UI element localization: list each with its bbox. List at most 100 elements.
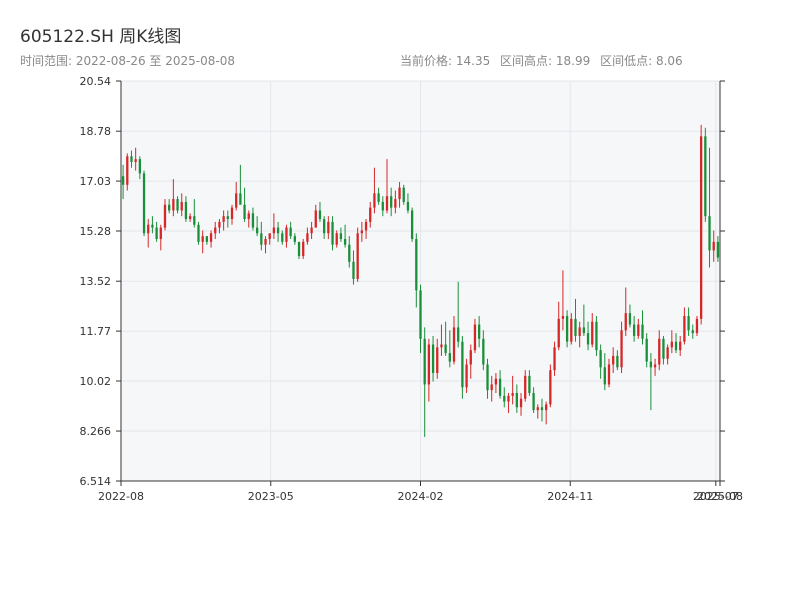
candle: [218, 219, 221, 234]
candle-body: [193, 216, 196, 225]
candle: [545, 401, 548, 425]
candle: [666, 344, 669, 365]
candle-body: [607, 364, 611, 385]
candle: [695, 315, 699, 336]
candle-body: [662, 338, 665, 359]
candle-body: [716, 241, 720, 258]
candle: [360, 221, 364, 242]
candle-body: [230, 207, 234, 220]
candle: [335, 230, 338, 248]
candle-body: [331, 221, 334, 245]
candle: [251, 207, 255, 231]
candle-body: [637, 324, 640, 336]
candle: [369, 201, 372, 228]
y-tick-label: 17.03: [80, 175, 112, 188]
candle-body: [528, 375, 531, 393]
x-tick-label: 2024-02: [398, 490, 444, 503]
candle: [205, 236, 209, 245]
candle: [293, 233, 296, 245]
candle-body: [276, 227, 280, 234]
candle: [352, 250, 355, 285]
candle-body: [712, 241, 715, 251]
candle-body: [477, 324, 481, 339]
candle-body: [415, 238, 418, 291]
candle: [465, 358, 468, 393]
grid: [120, 80, 721, 482]
candle-body: [649, 361, 653, 368]
candle-body: [515, 392, 518, 408]
candle-body: [578, 327, 581, 336]
candle-body: [490, 384, 493, 391]
candle-body: [691, 330, 694, 334]
candle-body: [536, 407, 539, 411]
y-tick-label: 20.54: [80, 75, 112, 88]
candle: [364, 219, 368, 239]
y-tick-label: 8.266: [80, 425, 112, 438]
candle: [297, 241, 301, 259]
candle: [620, 321, 623, 374]
candle-body: [632, 324, 636, 336]
candle-body: [176, 199, 179, 211]
candle: [272, 213, 276, 239]
candle: [381, 196, 384, 217]
candle: [704, 127, 707, 222]
candle: [637, 318, 640, 339]
candle-body: [486, 364, 489, 391]
range-low: 区间低点: 8.06: [600, 54, 683, 68]
candle-body: [343, 238, 347, 245]
candle: [599, 344, 602, 379]
candle: [687, 307, 690, 336]
candle-body: [209, 233, 213, 242]
candle: [247, 210, 250, 228]
candle: [553, 341, 556, 376]
current-price: 当前价格: 14.35: [400, 54, 491, 68]
candle-body: [323, 219, 326, 234]
candle-body: [540, 407, 544, 411]
candle: [214, 221, 217, 239]
candle: [616, 350, 619, 371]
candle: [373, 167, 376, 214]
candle-body: [586, 333, 590, 345]
candle: [570, 313, 573, 345]
candle: [658, 330, 661, 371]
candle-body: [582, 327, 586, 334]
candle: [201, 230, 204, 254]
candle: [670, 330, 673, 354]
y-tick-label: 10.02: [80, 375, 112, 388]
candle-body: [431, 344, 435, 374]
candle: [708, 147, 711, 268]
candle-body: [603, 367, 606, 385]
candle-body: [293, 236, 296, 242]
candle-body: [184, 201, 188, 220]
candle-body: [180, 201, 183, 211]
candle-body: [348, 244, 351, 262]
candle-body: [599, 350, 602, 368]
candle-body: [172, 199, 175, 211]
candle-body: [205, 236, 209, 242]
candle-body: [260, 233, 263, 245]
candle: [130, 150, 133, 168]
candle: [193, 199, 196, 228]
candle-body: [201, 236, 204, 242]
candle-body: [591, 321, 594, 345]
candle: [142, 170, 146, 237]
candle-body: [448, 353, 451, 362]
candle: [390, 187, 393, 217]
candle: [578, 321, 581, 348]
candle-body: [461, 341, 464, 388]
candle: [255, 216, 259, 237]
candle-body: [302, 241, 305, 257]
candle: [243, 187, 246, 222]
candle: [180, 193, 183, 217]
candle-body: [549, 370, 552, 405]
candle-body: [628, 313, 632, 325]
candle: [586, 321, 590, 351]
candle: [147, 219, 150, 248]
candle: [595, 315, 598, 356]
candle: [574, 298, 577, 342]
candle: [649, 353, 653, 411]
candle-body: [511, 392, 514, 396]
candle-body: [452, 327, 456, 362]
candle: [176, 196, 179, 214]
candle-body: [285, 227, 288, 242]
